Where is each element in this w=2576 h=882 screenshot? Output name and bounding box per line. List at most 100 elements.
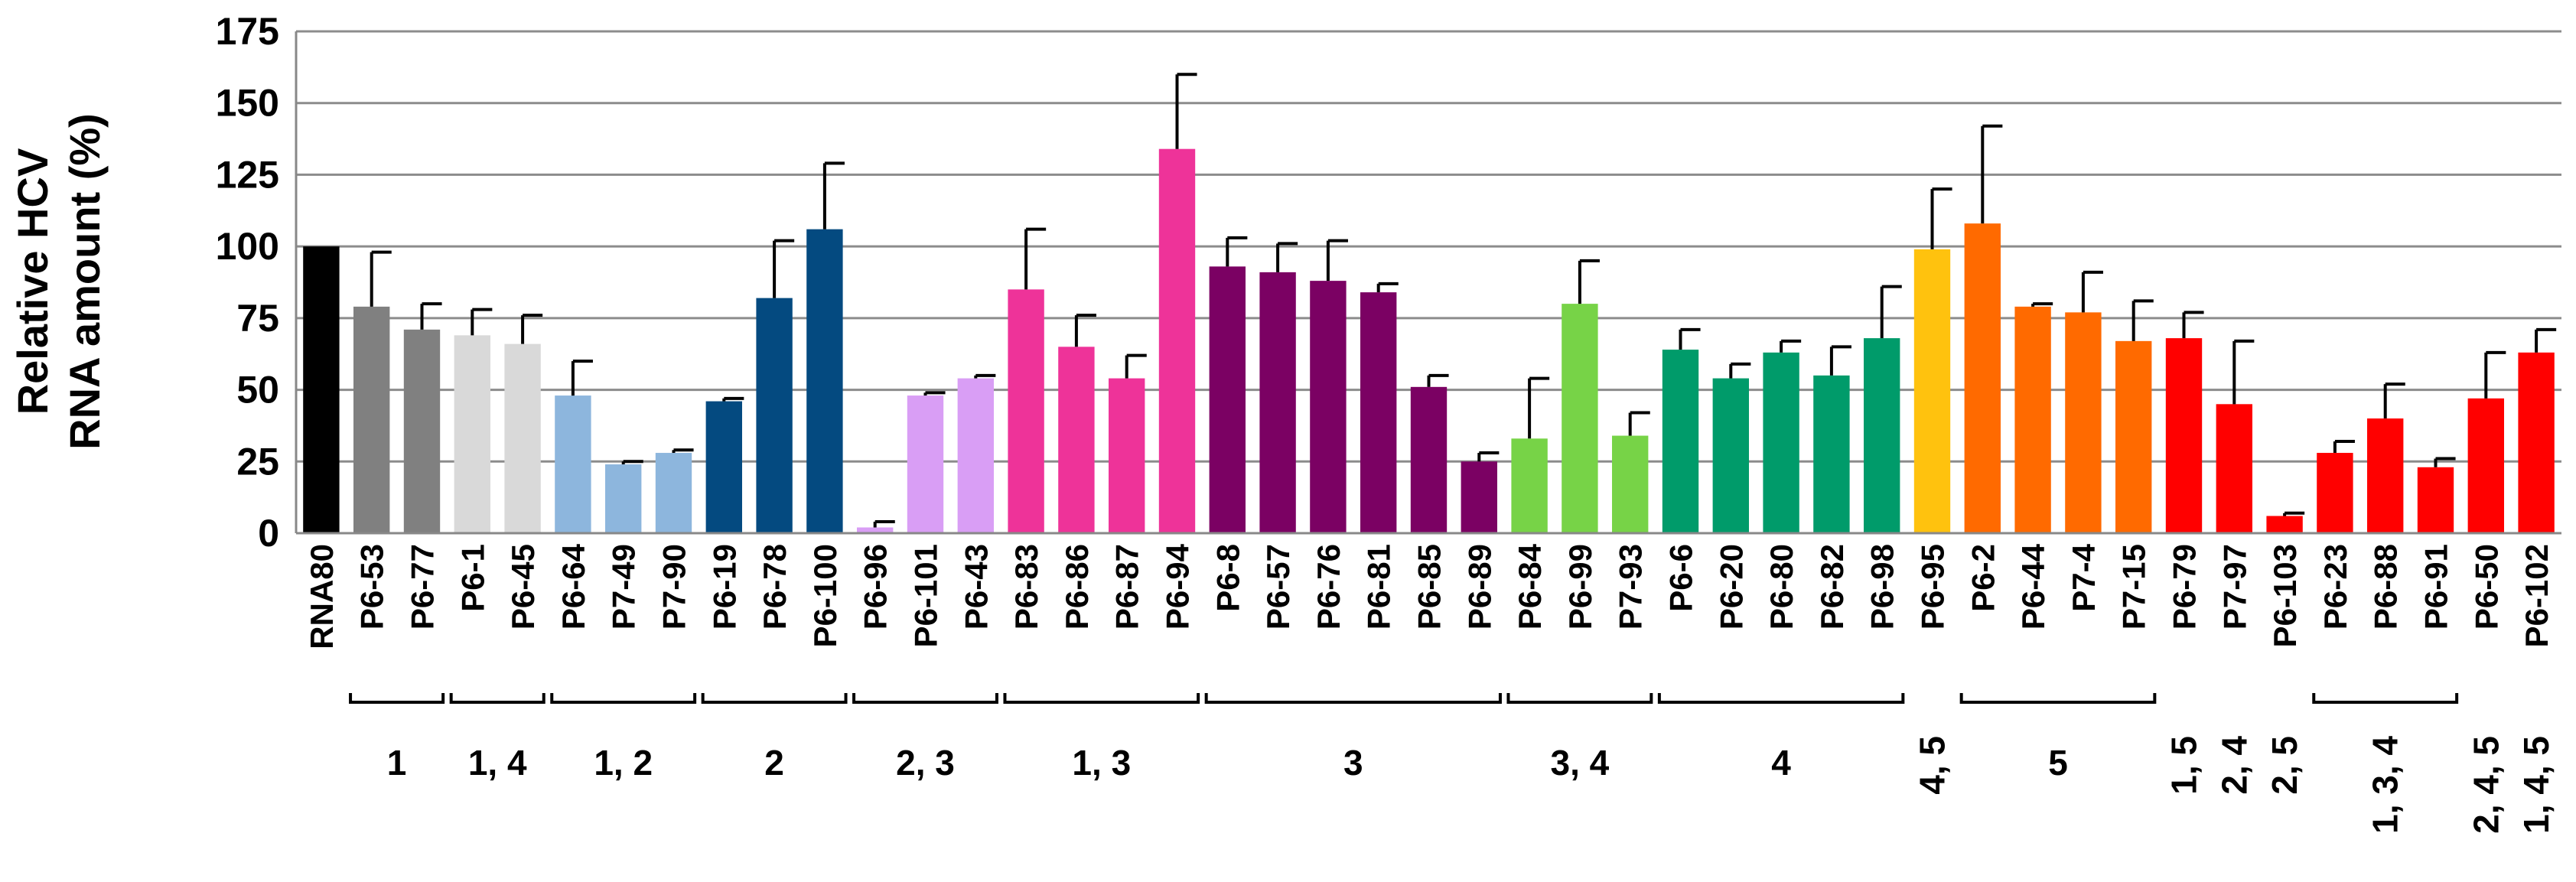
group-bracket <box>1657 693 1905 704</box>
bar <box>705 401 742 533</box>
category-label: P6-81 <box>1361 544 1397 630</box>
bar <box>907 395 944 533</box>
category-label: P6-45 <box>505 544 541 630</box>
bar <box>1008 289 1044 533</box>
y-tick-label: 75 <box>236 297 279 340</box>
y-axis-label-line1: Relative HCV <box>8 148 57 415</box>
category-label: P6-103 <box>2267 544 2303 647</box>
bars <box>303 148 2555 534</box>
group-bracket <box>1959 693 2157 704</box>
y-tick-label: 175 <box>216 10 279 53</box>
bar <box>454 335 490 533</box>
bar <box>806 229 843 533</box>
category-label: P6-43 <box>958 544 994 630</box>
group-label: 2, 4 <box>2214 736 2254 795</box>
category-label: P6-98 <box>1864 544 1900 630</box>
category-label: P6-88 <box>2368 544 2404 630</box>
bar <box>2367 418 2404 533</box>
group-label: 3, 4 <box>1551 743 1610 783</box>
error-bars <box>370 73 2557 528</box>
bar <box>1712 378 1749 533</box>
bar <box>1259 272 1296 533</box>
group-label: 4 <box>1771 743 1791 783</box>
bar <box>1360 292 1397 533</box>
category-label: P6-57 <box>1260 544 1296 630</box>
category-label: P6-101 <box>908 544 944 647</box>
category-label: P6-50 <box>2468 544 2504 630</box>
category-label: P6-85 <box>1412 544 1448 630</box>
y-tick-label: 125 <box>216 153 279 196</box>
category-label: P6-76 <box>1311 544 1347 630</box>
group-label: 1, 3, 4 <box>2366 736 2405 834</box>
bar <box>1864 338 1900 533</box>
bar <box>1461 461 1497 533</box>
bar <box>1662 350 1699 533</box>
category-label: P6-44 <box>2015 543 2051 630</box>
group-bracket <box>1003 693 1200 704</box>
group-bracket <box>852 693 998 704</box>
category-label: P6-79 <box>2167 544 2203 630</box>
axes <box>295 31 2561 535</box>
bar <box>2065 312 2102 533</box>
category-label: P6-19 <box>706 544 742 630</box>
category-label: P6-94 <box>1160 543 1196 630</box>
group-label: 2, 3 <box>896 743 955 783</box>
category-labels: RNA80 P6-53 P6-77 P6-1 P6-45 P6-64 P7-49 P7-90 P… <box>304 543 2555 649</box>
bar <box>555 395 591 533</box>
bar <box>1209 266 1246 533</box>
group-label: 1, 4 <box>468 743 527 783</box>
bar <box>605 464 642 533</box>
category-label: P6-91 <box>2418 544 2454 630</box>
y-tick-label: 100 <box>216 225 279 268</box>
group-labels: 1 1, 4 1, 2 2 2, 3 1, 3 3 3, 4 4 4, 5 5 1, 5 2, 4 2, … <box>349 693 2556 834</box>
category-label: P6-102 <box>2519 544 2555 647</box>
group-label: 2, 4, 5 <box>2466 736 2506 834</box>
category-label: P6-83 <box>1008 544 1044 630</box>
category-label: P6-82 <box>1814 544 1850 630</box>
group-label: 1, 3 <box>1072 743 1131 783</box>
bar <box>1964 223 2001 533</box>
category-label: P6-8 <box>1210 544 1246 612</box>
bar <box>1410 386 1448 533</box>
group-label: 3 <box>1343 743 1363 783</box>
bar <box>303 246 340 533</box>
category-label: P6-80 <box>1763 544 1799 630</box>
category-label: P6-23 <box>2317 544 2353 630</box>
group-label: 1, 2 <box>594 743 653 783</box>
bar <box>1763 352 1799 533</box>
category-label: P7-93 <box>1613 544 1649 630</box>
group-bracket <box>1204 693 1502 704</box>
bar <box>1158 148 1196 534</box>
bar <box>1562 304 1598 533</box>
bar <box>2014 306 2051 533</box>
bar <box>957 378 994 533</box>
category-label: P6-84 <box>1512 543 1548 630</box>
bar <box>2216 404 2252 533</box>
bar <box>353 306 390 533</box>
category-label: P7-90 <box>656 544 692 630</box>
y-tick-labels: 0 25 50 75 100 125 150 175 <box>216 10 279 555</box>
bar <box>2518 352 2555 533</box>
bar <box>2467 398 2504 533</box>
category-label: P6-53 <box>354 544 390 630</box>
group-label: 1, 5 <box>2164 736 2204 795</box>
group-label: 2, 5 <box>2265 736 2304 795</box>
group-bracket <box>550 693 697 704</box>
category-label: P6-99 <box>1562 544 1598 630</box>
category-label: P6-86 <box>1059 544 1095 630</box>
bar <box>1310 281 1347 533</box>
bar <box>756 298 793 533</box>
bar <box>2165 338 2203 533</box>
bar <box>403 329 441 533</box>
group-label: 4, 5 <box>1913 736 1952 795</box>
bar <box>1109 378 1145 533</box>
group-label: 1 <box>387 743 407 783</box>
bar <box>1813 375 1850 533</box>
category-label: P6-96 <box>858 544 894 630</box>
category-label: P7-97 <box>2216 544 2252 630</box>
bar <box>1511 438 1548 533</box>
group-bracket <box>2312 693 2459 704</box>
category-label: P6-1 <box>454 544 490 612</box>
category-label: P6-89 <box>1461 544 1497 630</box>
